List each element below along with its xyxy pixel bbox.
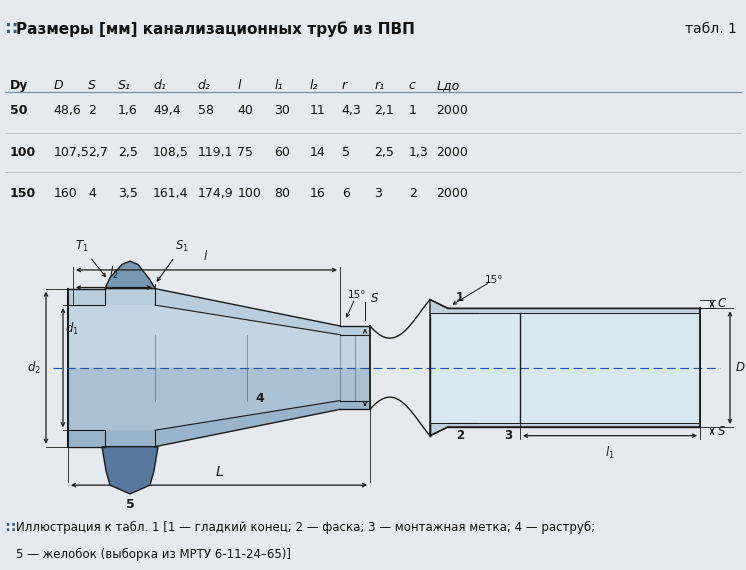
- Text: 3: 3: [504, 429, 512, 442]
- Text: l₁: l₁: [275, 79, 283, 92]
- Text: 100: 100: [237, 188, 261, 201]
- Text: 4: 4: [88, 188, 96, 201]
- Text: 40: 40: [237, 104, 253, 117]
- Text: $d_2$: $d_2$: [27, 360, 41, 376]
- Text: c: c: [409, 79, 416, 92]
- Text: 60: 60: [275, 146, 290, 159]
- Text: ∷: ∷: [5, 521, 15, 535]
- Text: 1,6: 1,6: [118, 104, 137, 117]
- Text: 2,5: 2,5: [374, 146, 395, 159]
- Text: 5: 5: [125, 498, 134, 511]
- Text: D: D: [54, 79, 63, 92]
- Text: $S$: $S$: [370, 292, 379, 305]
- Text: S: S: [88, 79, 96, 92]
- Text: 1,3: 1,3: [409, 146, 428, 159]
- Text: 2: 2: [88, 104, 96, 117]
- Text: 2: 2: [456, 429, 464, 442]
- Text: $l_1$: $l_1$: [605, 445, 615, 461]
- Text: $D$: $D$: [735, 361, 745, 374]
- Text: Lдо: Lдо: [436, 79, 460, 92]
- Text: $S$: $S$: [717, 425, 726, 438]
- Polygon shape: [430, 313, 700, 422]
- Polygon shape: [430, 300, 700, 435]
- Text: d₂: d₂: [198, 79, 210, 92]
- Text: 160: 160: [54, 188, 78, 201]
- Text: r₁: r₁: [374, 79, 385, 92]
- Text: Иллюстрация к табл. 1 [1 — гладкий конец; 2 — фаска; 3 — монтажная метка; 4 — ра: Иллюстрация к табл. 1 [1 — гладкий конец…: [16, 521, 595, 534]
- Text: 4: 4: [256, 392, 264, 405]
- Polygon shape: [102, 447, 158, 494]
- Text: Размеры [мм] канализационных труб из ПВП: Размеры [мм] канализационных труб из ПВП: [16, 21, 416, 36]
- Polygon shape: [68, 368, 370, 430]
- Text: 15°: 15°: [485, 275, 504, 285]
- Text: r: r: [342, 79, 347, 92]
- Text: l: l: [237, 79, 241, 92]
- Text: 48,6: 48,6: [54, 104, 81, 117]
- Text: 50: 50: [10, 104, 27, 117]
- Text: 2,1: 2,1: [374, 104, 394, 117]
- Text: ∷: ∷: [5, 20, 17, 38]
- Text: 3,5: 3,5: [118, 188, 138, 201]
- Text: 119,1: 119,1: [198, 146, 233, 159]
- Text: $d_1$: $d_1$: [65, 321, 79, 337]
- Text: 5: 5: [342, 146, 350, 159]
- Text: 2: 2: [409, 188, 417, 201]
- Text: табл. 1: табл. 1: [685, 22, 737, 36]
- Text: $l_2$: $l_2$: [109, 265, 119, 281]
- Text: 2000: 2000: [436, 188, 468, 201]
- Text: 3: 3: [374, 188, 383, 201]
- Text: 15°: 15°: [348, 290, 366, 300]
- Text: l₂: l₂: [310, 79, 318, 92]
- Text: 20: 20: [569, 329, 582, 340]
- Text: $L$: $L$: [215, 465, 224, 479]
- Polygon shape: [105, 261, 155, 288]
- Text: 2000: 2000: [436, 146, 468, 159]
- Text: 30: 30: [275, 104, 290, 117]
- Polygon shape: [68, 305, 370, 368]
- Text: 2,5: 2,5: [118, 146, 138, 159]
- Text: d₁: d₁: [153, 79, 166, 92]
- Text: 174,9: 174,9: [198, 188, 233, 201]
- Text: 2000: 2000: [436, 104, 468, 117]
- Text: 107,5: 107,5: [54, 146, 90, 159]
- Text: 75: 75: [237, 146, 253, 159]
- Text: 49,4: 49,4: [153, 104, 181, 117]
- Text: 5 — желобок (выборка из МРТУ 6-11-24–65)]: 5 — желобок (выборка из МРТУ 6-11-24–65)…: [16, 548, 292, 561]
- Text: 150: 150: [10, 188, 36, 201]
- Text: 14: 14: [310, 146, 325, 159]
- Polygon shape: [68, 368, 370, 447]
- Text: Dy: Dy: [10, 79, 28, 92]
- Text: 100: 100: [10, 146, 36, 159]
- Text: 4,3: 4,3: [342, 104, 361, 117]
- Text: 2,7: 2,7: [88, 146, 108, 159]
- Text: $T_1$: $T_1$: [75, 239, 105, 276]
- Text: 11: 11: [310, 104, 325, 117]
- Text: 1: 1: [456, 291, 464, 304]
- Text: 6: 6: [342, 188, 350, 201]
- Text: S₁: S₁: [118, 79, 131, 92]
- Text: 161,4: 161,4: [153, 188, 189, 201]
- Polygon shape: [105, 447, 155, 474]
- Text: 16: 16: [310, 188, 325, 201]
- Text: $S_1$: $S_1$: [157, 239, 189, 281]
- Polygon shape: [68, 288, 370, 368]
- Text: $C$: $C$: [717, 298, 727, 311]
- Text: $l$: $l$: [204, 249, 209, 263]
- Text: 1: 1: [409, 104, 417, 117]
- Text: 58: 58: [198, 104, 213, 117]
- Text: 80: 80: [275, 188, 290, 201]
- Text: 108,5: 108,5: [153, 146, 189, 159]
